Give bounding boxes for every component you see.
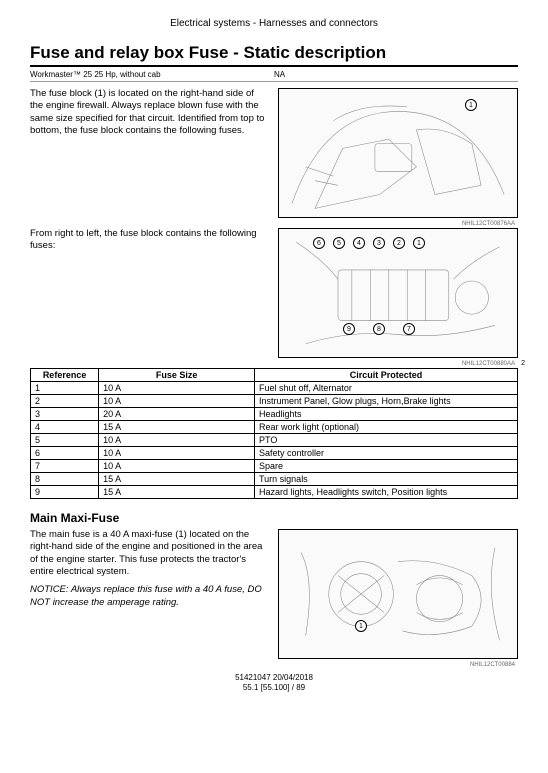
cell-fuse-size: 10 A xyxy=(99,434,255,447)
th-reference: Reference xyxy=(31,369,99,382)
callout-d2-1: 1 xyxy=(413,237,425,249)
cell-reference: 5 xyxy=(31,434,99,447)
diagram-3: 1 NHIL12CT00884 xyxy=(278,529,518,659)
th-circuit: Circuit Protected xyxy=(255,369,518,382)
subtitle-region: NA xyxy=(274,70,518,79)
callout-d2-9: 9 xyxy=(343,323,355,335)
cell-fuse-size: 10 A xyxy=(99,382,255,395)
diagram-3-caption: NHIL12CT00884 xyxy=(470,662,515,668)
callout-d2-7: 7 xyxy=(403,323,415,335)
cell-fuse-size: 15 A xyxy=(99,421,255,434)
cell-reference: 9 xyxy=(31,486,99,499)
cell-circuit: Hazard lights, Headlights switch, Positi… xyxy=(255,486,518,499)
table-row: 710 ASpare xyxy=(31,460,518,473)
cell-fuse-size: 15 A xyxy=(99,486,255,499)
diagram-1-caption: NHIL12CT00876AA xyxy=(462,221,515,227)
table-header-row: Reference Fuse Size Circuit Protected xyxy=(31,369,518,382)
table-row: 815 ATurn signals xyxy=(31,473,518,486)
diagram-2: 6 5 4 3 2 1 9 8 7 NHIL12CT00880AA 2 xyxy=(278,228,518,358)
table-row: 510 APTO xyxy=(31,434,518,447)
callout-d2-5: 5 xyxy=(333,237,345,249)
diagram-2-caption: NHIL12CT00880AA xyxy=(462,361,515,367)
section-maxi-fuse-title: Main Maxi-Fuse xyxy=(30,511,518,525)
cell-fuse-size: 20 A xyxy=(99,408,255,421)
cell-reference: 2 xyxy=(31,395,99,408)
cell-circuit: Instrument Panel, Glow plugs, Horn,Brake… xyxy=(255,395,518,408)
cell-reference: 7 xyxy=(31,460,99,473)
maxi-fuse-notice: NOTICE: Always replace this fuse with a … xyxy=(30,584,268,609)
cell-circuit: Spare xyxy=(255,460,518,473)
callout-d2-2: 2 xyxy=(393,237,405,249)
diagram-1: 1 NHIL12CT00876AA xyxy=(278,88,518,218)
maxi-fuse-paragraph: The main fuse is a 40 A maxi-fuse (1) lo… xyxy=(30,529,268,578)
footer-line-1: 51421047 20/04/2018 xyxy=(30,673,518,683)
table-row: 915 AHazard lights, Headlights switch, P… xyxy=(31,486,518,499)
callout-d3-1: 1 xyxy=(355,620,367,632)
cell-reference: 3 xyxy=(31,408,99,421)
table-row: 610 ASafety controller xyxy=(31,447,518,460)
content-row-3: The main fuse is a 40 A maxi-fuse (1) lo… xyxy=(30,529,518,659)
table-row: 415 ARear work light (optional) xyxy=(31,421,518,434)
table-row: 210 AInstrument Panel, Glow plugs, Horn,… xyxy=(31,395,518,408)
table-row: 110 AFuel shut off, Alternator xyxy=(31,382,518,395)
cell-circuit: Headlights xyxy=(255,408,518,421)
cell-fuse-size: 10 A xyxy=(99,395,255,408)
cell-circuit: Rear work light (optional) xyxy=(255,421,518,434)
fuse-table: Reference Fuse Size Circuit Protected 11… xyxy=(30,368,518,499)
cell-circuit: PTO xyxy=(255,434,518,447)
content-row-2: From right to left, the fuse block conta… xyxy=(30,228,518,358)
cell-circuit: Safety controller xyxy=(255,447,518,460)
cell-fuse-size: 15 A xyxy=(99,473,255,486)
callout-1: 1 xyxy=(465,99,477,111)
cell-circuit: Turn signals xyxy=(255,473,518,486)
content-row-1: The fuse block (1) is located on the rig… xyxy=(30,88,518,218)
page-header: Electrical systems - Harnesses and conne… xyxy=(30,18,518,29)
callout-d2-3: 3 xyxy=(373,237,385,249)
paragraph-1: The fuse block (1) is located on the rig… xyxy=(30,88,268,218)
footer-line-2: 55.1 [55.100] / 89 xyxy=(30,683,518,693)
subtitle-model: Workmaster™ 25 25 Hp, without cab xyxy=(30,70,274,79)
cell-fuse-size: 10 A xyxy=(99,447,255,460)
callout-d2-4: 4 xyxy=(353,237,365,249)
callout-d2-6: 6 xyxy=(313,237,325,249)
page-footer: 51421047 20/04/2018 55.1 [55.100] / 89 xyxy=(30,673,518,694)
th-fuse-size: Fuse Size xyxy=(99,369,255,382)
cell-reference: 8 xyxy=(31,473,99,486)
section-maxi-fuse-text: The main fuse is a 40 A maxi-fuse (1) lo… xyxy=(30,529,268,659)
diagram-2-num: 2 xyxy=(521,360,525,367)
subtitle-row: Workmaster™ 25 25 Hp, without cab NA xyxy=(30,69,518,82)
cell-reference: 1 xyxy=(31,382,99,395)
page-title: Fuse and relay box Fuse - Static descrip… xyxy=(30,43,518,67)
cell-fuse-size: 10 A xyxy=(99,460,255,473)
table-row: 320 AHeadlights xyxy=(31,408,518,421)
cell-circuit: Fuel shut off, Alternator xyxy=(255,382,518,395)
paragraph-2: From right to left, the fuse block conta… xyxy=(30,228,268,358)
cell-reference: 6 xyxy=(31,447,99,460)
cell-reference: 4 xyxy=(31,421,99,434)
callout-d2-8: 8 xyxy=(373,323,385,335)
